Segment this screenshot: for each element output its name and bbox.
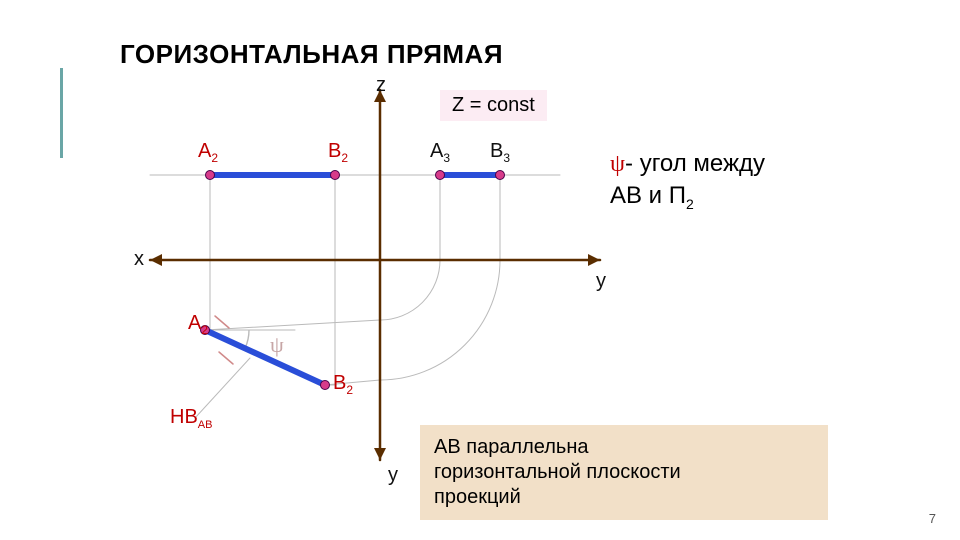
label-b2-bot: B2	[333, 372, 353, 397]
label-b3: B3	[490, 140, 510, 165]
label-b2-top: B2	[328, 140, 348, 165]
label-a2-bot: A2	[188, 312, 208, 337]
axis-x-label: x	[134, 248, 144, 271]
axis-y-down-label: y	[388, 464, 398, 487]
label-a2-top: A2	[198, 140, 218, 165]
axis-z-label: z	[376, 74, 386, 97]
axis-y-right-label: y	[596, 270, 606, 293]
page-number: 7	[929, 511, 936, 526]
diagram: z x y y A2 B2 A3 B3 A2 B2 HBAB ψ	[140, 80, 620, 500]
label-a3: A3	[430, 140, 450, 165]
label-hb: HBAB	[170, 406, 212, 431]
psi-text-b: АВ и П	[610, 182, 686, 209]
psi-angle-label: ψ	[270, 332, 284, 358]
psi-annotation: ψ- угол между АВ и П2	[610, 148, 765, 213]
psi-text-b-sub: 2	[686, 196, 694, 212]
page-title: ГОРИЗОНТАЛЬНАЯ ПРЯМАЯ	[120, 39, 503, 70]
psi-text-a: - угол между	[625, 150, 765, 177]
accent-bar	[60, 68, 63, 158]
